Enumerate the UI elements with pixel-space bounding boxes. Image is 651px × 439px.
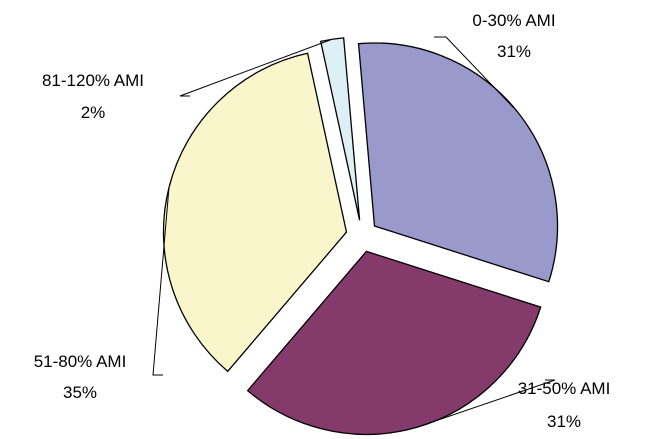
pie-slice-0-30-ami (357, 42, 559, 283)
slice-label-51-80-ami: 51-80% AMI (34, 352, 127, 371)
leader-line-51-80-ami (152, 187, 170, 376)
slice-pct-81-120-ami: 2% (81, 103, 106, 122)
slice-label-81-120-ami: 81-120% AMI (42, 71, 144, 90)
slice-pct-31-50-ami: 31% (547, 412, 581, 431)
slice-label-31-50-ami: 31-50% AMI (518, 379, 611, 398)
pie-slice-31-50-ami (246, 250, 542, 435)
leader-line-31-50-ami (416, 379, 556, 428)
leader-line-81-120-ami (179, 38, 333, 97)
leader-lines (152, 36, 556, 428)
pie-slice-81-120-ami (319, 37, 361, 221)
leader-line-0-30-ami (434, 36, 518, 113)
slice-label-0-30-ami: 0-30% AMI (472, 11, 555, 30)
pie-slices (162, 37, 559, 435)
slice-pct-0-30-ami: 31% (497, 42, 531, 61)
slice-labels: 0-30% AMI 31% 31-50% AMI 31% 51-80% AMI … (34, 11, 611, 431)
slice-pct-51-80-ami: 35% (63, 383, 97, 402)
